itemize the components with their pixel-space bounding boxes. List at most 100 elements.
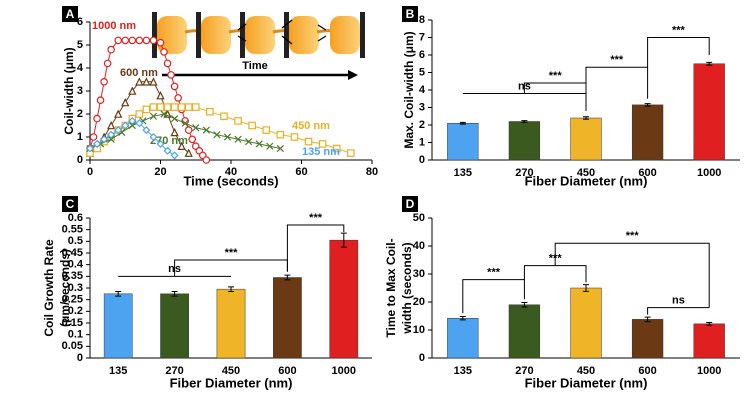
y-axis-title: width (seconds) (400, 242, 414, 334)
x-axis-title: Fiber Diameter (nm) (170, 375, 293, 390)
y-axis-title: Time to Max Coil- (384, 238, 398, 337)
bar (570, 287, 602, 359)
y-tick-label: 0.2 (68, 305, 83, 317)
marker (184, 126, 193, 134)
marker (174, 94, 182, 102)
x-tick-label: 135 (454, 167, 472, 179)
x-tick-label: 600 (638, 167, 656, 179)
marker (332, 144, 341, 153)
marker (202, 156, 211, 164)
y-tick-label: 0.55 (62, 224, 83, 236)
marker (156, 38, 165, 47)
marker (160, 110, 168, 118)
x-tick-label: 450 (577, 365, 595, 377)
bar (273, 277, 302, 359)
error-bar (115, 291, 122, 297)
significance-label: *** (549, 70, 563, 82)
panel-letter: C (66, 197, 75, 211)
annotation: Time (242, 60, 267, 72)
marker (184, 148, 193, 157)
y-tick-label: 0 (419, 154, 425, 166)
marker (135, 119, 144, 128)
inset-frame (330, 12, 365, 58)
x-tick-label: 450 (577, 167, 595, 179)
bar (508, 304, 541, 359)
significance-bracket (523, 82, 587, 111)
marker (163, 59, 172, 68)
y-tick-label: 0.25 (62, 294, 83, 306)
marker (89, 133, 98, 141)
marker (347, 149, 355, 157)
marker (184, 103, 193, 111)
marker (149, 77, 158, 86)
marker (170, 82, 179, 91)
y-tick-label: 20 (413, 296, 425, 308)
x-tick-label: 270 (515, 365, 533, 377)
inset-illustration (150, 10, 370, 60)
marker (234, 135, 242, 143)
bar (631, 319, 664, 359)
marker (202, 126, 210, 134)
x-tick-label: 0 (87, 166, 93, 178)
bar (693, 63, 725, 161)
y-tick-label: 1 (77, 131, 83, 143)
significance-bracket (554, 242, 710, 308)
series-label: 450 nm (292, 120, 330, 132)
panel-letter-box (62, 196, 78, 212)
y-tick-label: 6 (77, 16, 83, 28)
error-bar (706, 321, 713, 326)
marker (93, 114, 101, 123)
y-tick-label: 0 (77, 352, 83, 364)
marker (276, 130, 285, 139)
marker (135, 36, 144, 45)
y-tick-label: 0.45 (62, 247, 83, 259)
bar (329, 239, 359, 359)
x-tick-label: 600 (638, 365, 656, 377)
y-tick-label: 6 (419, 49, 425, 61)
x-tick-label: 40 (225, 166, 237, 178)
marker (156, 91, 165, 100)
marker (170, 127, 179, 137)
error-bar (644, 316, 651, 323)
significance-label: *** (610, 54, 624, 66)
significance-bracket (647, 307, 710, 315)
marker (149, 36, 158, 45)
marker (318, 140, 327, 148)
error-bar (459, 121, 466, 125)
y-tick-label: 2 (77, 108, 83, 120)
marker (163, 103, 172, 111)
x-tick-label: 80 (366, 166, 378, 178)
marker (100, 135, 109, 144)
x-tick-label: 20 (154, 166, 166, 178)
marker (128, 36, 137, 45)
marker (121, 121, 130, 130)
significance-bracket (174, 259, 288, 277)
bar (570, 117, 602, 161)
marker (206, 107, 214, 116)
x-tick-label: 270 (165, 365, 183, 377)
x-tick-label: 135 (454, 365, 472, 377)
marker (290, 133, 299, 141)
marker (85, 144, 95, 153)
y-axis-title: (μm/seconds) (58, 249, 72, 327)
significance-bracket (585, 66, 649, 99)
marker (128, 121, 136, 130)
series-label: 600 nm (120, 67, 158, 79)
panel-letter: D (406, 197, 415, 211)
marker (213, 131, 221, 139)
marker (170, 103, 179, 111)
marker (149, 112, 158, 120)
y-tick-label: 0.05 (62, 340, 83, 352)
marker (156, 103, 165, 111)
bar (508, 121, 541, 161)
marker (142, 126, 151, 135)
marker (106, 120, 116, 130)
y-tick-label: 2 (419, 119, 425, 131)
bar (216, 288, 246, 359)
marker (170, 114, 179, 123)
marker (156, 139, 165, 148)
x-tick-label: 135 (109, 365, 127, 377)
y-tick-label: 8 (419, 14, 425, 26)
bar (693, 323, 725, 359)
